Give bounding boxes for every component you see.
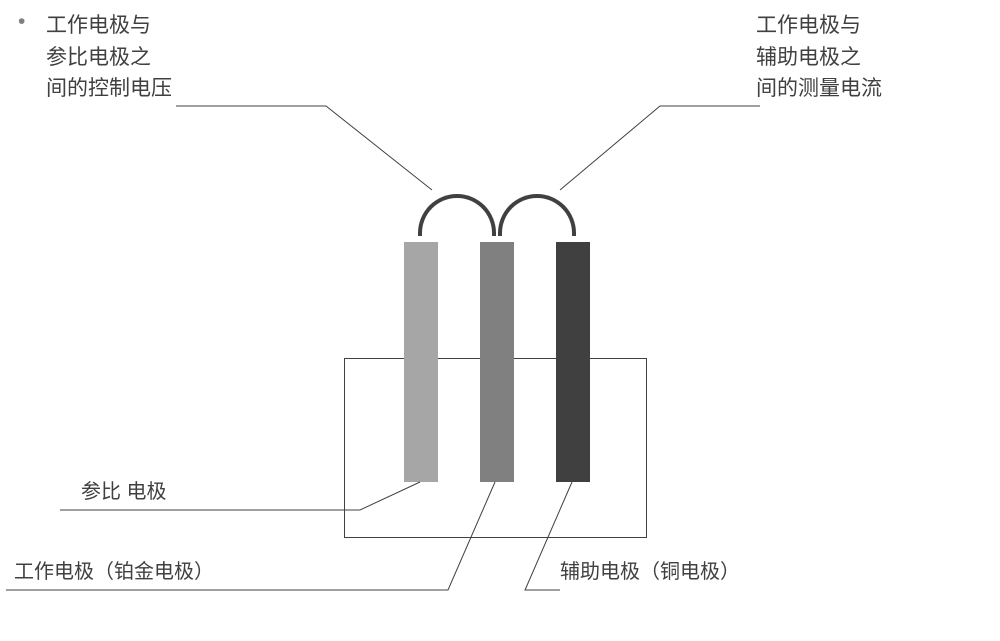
leader-top-left — [176, 106, 432, 190]
arc-right — [498, 194, 576, 236]
arc-left — [418, 194, 496, 236]
working-electrode — [480, 242, 514, 482]
diagram-stage: • 工作电极与 参比电极之 间的控制电压 工作电极与 辅助电极之 间的测量电流 … — [0, 0, 1000, 641]
auxiliary-electrode — [556, 242, 590, 482]
label-aux-electrode: 辅助电极（铜电极） — [560, 557, 740, 587]
label-top-left: 工作电极与 参比电极之 间的控制电压 — [46, 10, 172, 105]
bullet-marker: • — [18, 10, 25, 34]
leader-top-right — [560, 106, 760, 190]
label-ref-electrode: 参比 电极 — [81, 477, 167, 507]
label-top-right: 工作电极与 辅助电极之 间的测量电流 — [756, 10, 882, 105]
label-work-electrode: 工作电极（铂金电极） — [14, 557, 214, 587]
reference-electrode — [404, 242, 438, 482]
